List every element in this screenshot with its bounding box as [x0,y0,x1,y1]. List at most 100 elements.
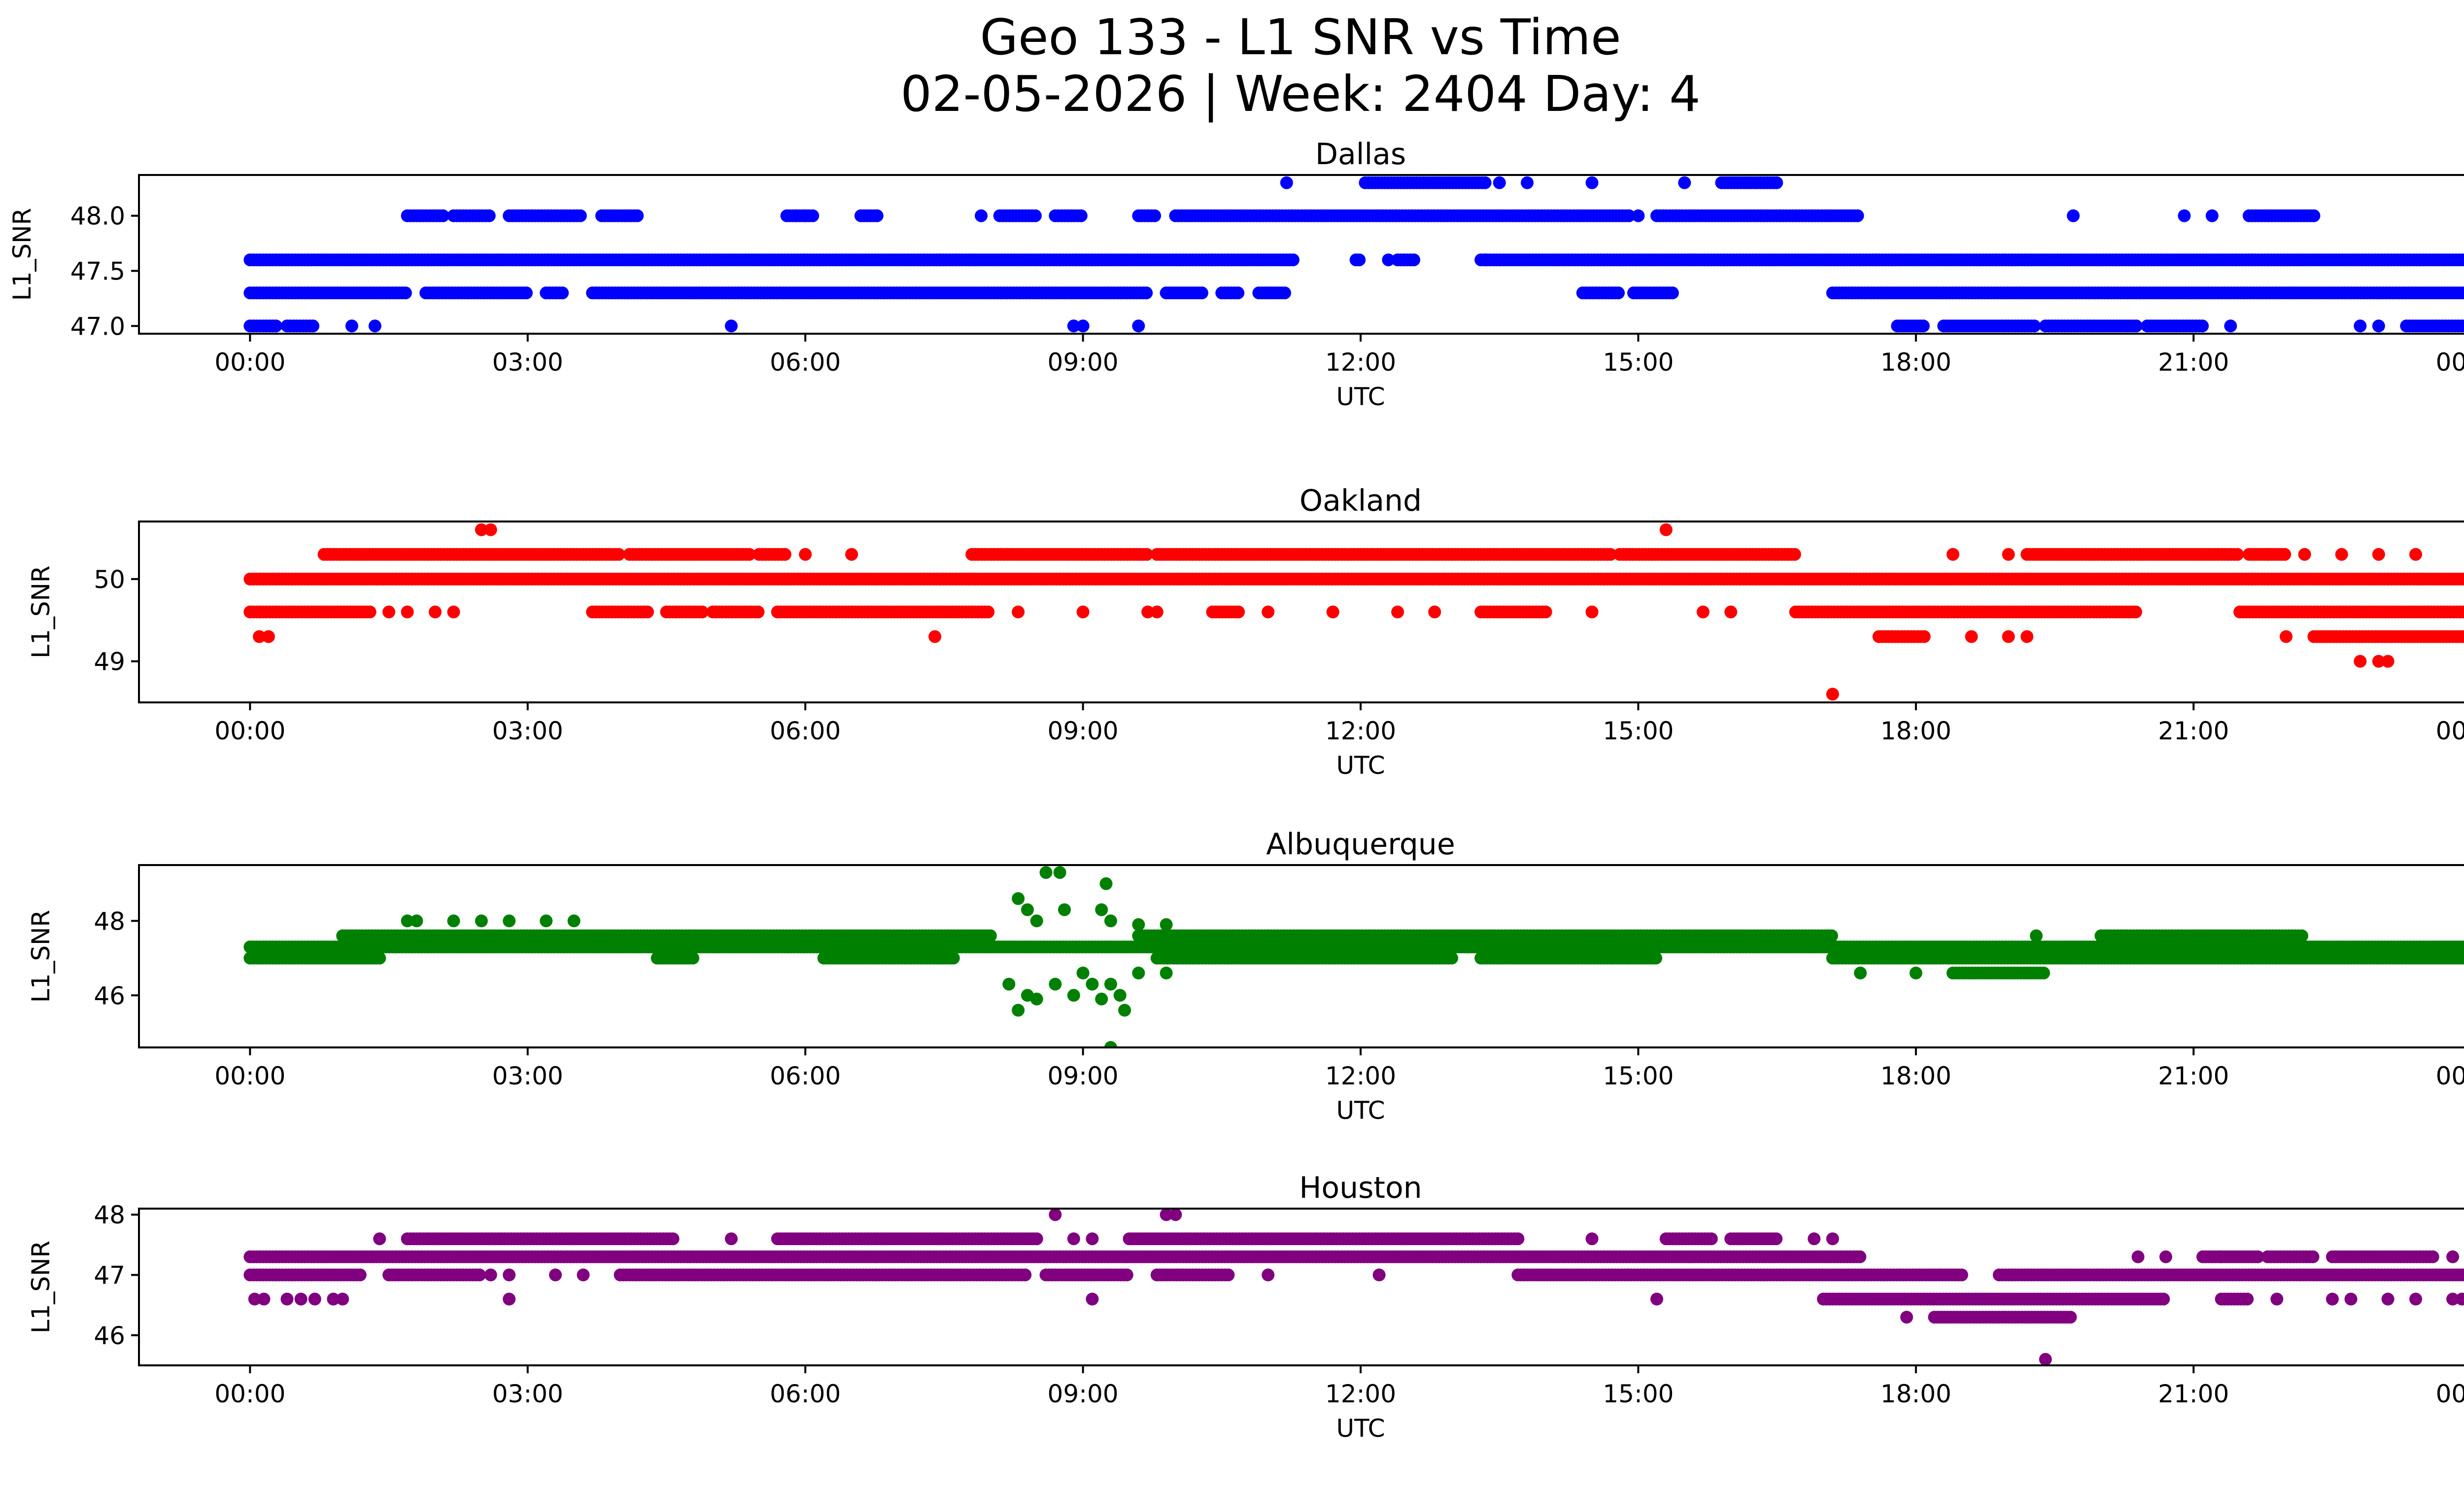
data-point [724,319,738,333]
data-point [1445,951,1458,965]
chart-subtitle: 02-05-2026 | Week: 2404 Day: 4 [900,65,1700,123]
data-point [436,209,449,222]
data-point [2020,630,2034,643]
data-point [1140,286,1153,300]
data-point [1478,176,1492,189]
data-point [2129,605,2142,619]
data-point [2067,209,2080,222]
x-tick-label: 15:00 [1603,348,1674,377]
data-point [447,605,460,619]
data-point [2280,630,2293,643]
data-point [373,951,386,965]
data-point [2224,319,2237,333]
x-tick-label: 21:00 [2158,348,2229,377]
data-point [1696,605,1710,619]
data-point [1067,319,1080,333]
data-point [2037,967,2050,979]
data-point [2354,319,2367,333]
data-point [789,209,803,222]
subplot-title: Dallas [1315,137,1406,172]
data-point [307,319,320,333]
data-point [1666,286,1679,300]
data-point [1141,605,1155,619]
data-point [2461,287,2464,299]
data-point [429,605,442,619]
x-tick-label: 21:00 [2158,717,2229,745]
data-point [2462,575,2464,584]
data-point [1132,319,1145,333]
data-point [984,929,997,942]
data-point [1678,176,1691,189]
data-point [1622,209,1636,222]
data-point [1058,903,1071,916]
data-point [1028,209,1042,222]
data-point [253,630,266,643]
data-point [475,523,488,536]
data-point [2231,548,2244,561]
y-tick-label: 48.0 [70,202,125,231]
data-point [1074,209,1088,222]
data-point [2463,633,2464,640]
data-point [1012,605,1025,619]
data-point [1053,866,1066,879]
data-point [2462,321,2464,331]
data-point [686,951,699,965]
scatter-series [243,176,2464,333]
data-point [1493,176,1506,189]
data-point [2307,209,2321,222]
data-point [2261,548,2274,561]
data-point [641,605,654,619]
data-point [1612,286,1625,300]
data-point [1428,605,1441,619]
x-tick-label: 06:00 [770,348,841,377]
x-tick-label: 15:00 [1603,717,1674,745]
data-point [1286,253,1300,267]
x-tick-label: 09:00 [1048,348,1119,377]
x-axis-label: UTC [1336,751,1385,780]
data-point [2372,548,2385,561]
data-point [2205,209,2219,222]
data-point [401,914,414,928]
data-point [982,605,995,619]
data-point [410,914,423,928]
data-point [2028,319,2041,333]
data-point [1946,548,1959,561]
data-point [1770,176,1783,189]
data-point [1585,176,1599,189]
x-tick-label: 00:00 [2436,717,2464,745]
data-point [1195,286,1208,300]
data-point [2462,255,2464,264]
scatter-series [243,523,2464,701]
data-point [2460,606,2464,618]
data-point [1825,929,1838,942]
data-point [1076,319,1090,333]
data-point [382,605,396,619]
data-point [1604,548,1617,561]
data-point [1917,630,1931,643]
scatter-series [243,866,2464,1047]
data-point [1632,209,1645,222]
x-axis-label: UTC [1336,382,1385,411]
x-tick-label: 09:00 [1048,717,1119,745]
data-point [612,548,625,561]
data-point [2298,548,2311,561]
data-point [2460,630,2464,643]
y-axis-label: L1_SNR [27,565,55,659]
data-point [1916,319,1930,333]
data-point [870,209,884,222]
data-point [975,209,988,222]
data-point [1659,523,1673,536]
x-tick-label: 12:00 [1325,717,1396,745]
data-point [2372,655,2385,668]
data-point [368,319,381,333]
data-point [2178,209,2191,222]
data-point [1382,253,1395,267]
data-point [540,914,553,928]
data-point [2459,573,2464,586]
data-point [567,914,581,928]
data-point [1965,630,1978,643]
x-tick-label: 18:00 [1881,348,1951,377]
